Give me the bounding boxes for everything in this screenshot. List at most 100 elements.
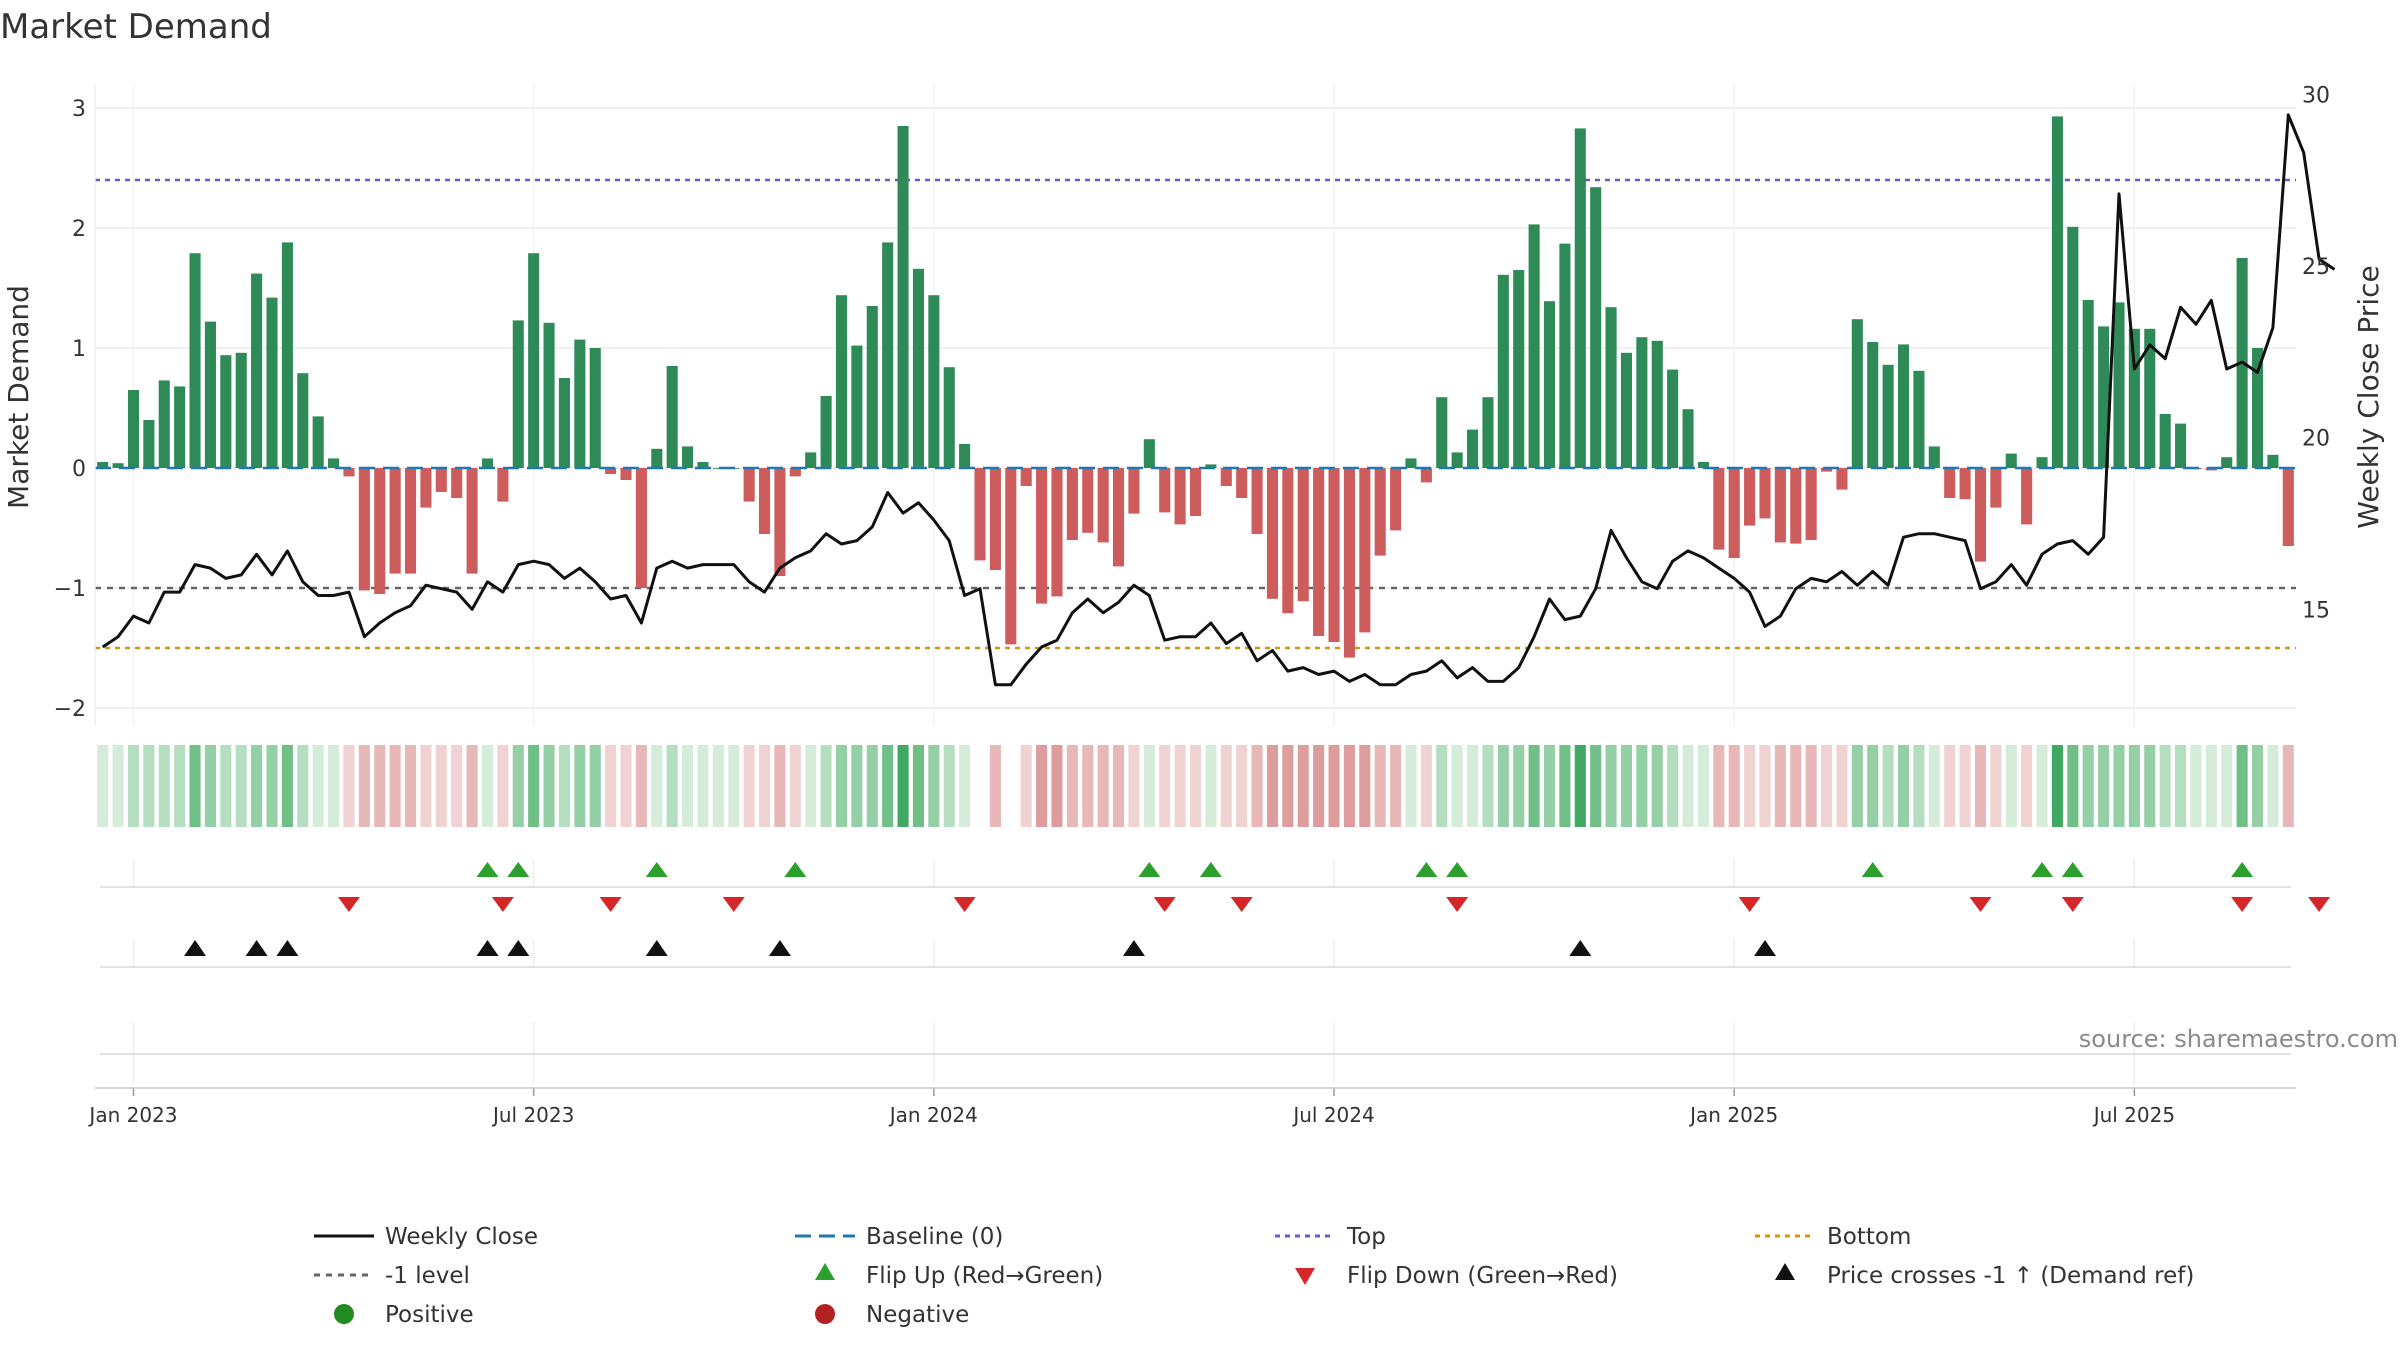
heat-cell [1097, 745, 1109, 827]
heat-cell [497, 745, 509, 827]
heat-cell [1467, 745, 1479, 827]
demand-bar [1451, 452, 1463, 468]
heat-cell [1451, 745, 1463, 827]
legend-flip-up: Flip Up (Red→Green) [866, 1263, 1103, 1289]
demand-bar [1405, 458, 1417, 468]
demand-bar [1390, 468, 1402, 531]
heat-cell [1128, 745, 1140, 827]
demand-bar [1436, 397, 1448, 468]
heat-cell [1205, 745, 1217, 827]
demand-bar [435, 468, 447, 492]
demand-bar [543, 322, 555, 468]
heat-cell [666, 745, 678, 827]
demand-bar [1005, 468, 1017, 645]
heat-cell [358, 745, 370, 827]
demand-bar [1036, 468, 1048, 604]
heat-cell [1436, 745, 1448, 827]
demand-bar [897, 126, 909, 468]
demand-bar [2051, 116, 2063, 469]
x-tick-label: Jan 2025 [1688, 1103, 1778, 1127]
heat-cell [605, 745, 617, 827]
demand-bar [835, 295, 848, 468]
heat-cell [2236, 745, 2248, 827]
demand-bar [374, 468, 386, 594]
heat-cell [1959, 745, 1971, 827]
legend-positive-swatch [334, 1304, 354, 1324]
heat-cell [1605, 745, 1617, 827]
demand-bar [1482, 397, 1494, 468]
demand-heat-strip [97, 745, 2294, 827]
legend-negative-swatch [815, 1304, 835, 1324]
y2-tick-label: 20 [2302, 427, 2330, 452]
demand-bar [2113, 302, 2125, 468]
heat-cell [820, 745, 832, 827]
heat-cell [1036, 745, 1048, 827]
heat-cell [1359, 745, 1371, 827]
demand-bar [1328, 468, 1340, 642]
demand-bar [1313, 468, 1325, 636]
demand-bar [204, 321, 216, 468]
heat-cell [1236, 745, 1248, 827]
heat-cell [512, 745, 524, 827]
heat-cell [635, 745, 647, 827]
flip-up-marker [784, 862, 807, 877]
flip-up-marker [2061, 862, 2084, 877]
heat-cell [1482, 745, 1494, 827]
heat-cell [1867, 745, 1879, 827]
flip-down-marker [2231, 897, 2254, 912]
price-line-layer [101, 113, 2336, 687]
heat-cell [1143, 745, 1155, 827]
heat-cell [1066, 745, 1078, 827]
heat-cell [2021, 745, 2033, 827]
y-tick-label: 0 [72, 457, 86, 482]
demand-bar [1928, 446, 1940, 468]
heat-cell [1390, 745, 1402, 827]
heat-cell [251, 745, 263, 827]
heat-cell [866, 745, 878, 827]
legend-bottom: Bottom [1827, 1224, 1911, 1250]
heat-cell [1113, 745, 1125, 827]
heat-cell [912, 745, 924, 827]
flip-down-marker [1446, 897, 1469, 912]
demand-bar [220, 355, 232, 468]
demand-bar [112, 463, 124, 468]
heat-cell [558, 745, 570, 827]
demand-bar [1651, 340, 1663, 468]
demand-bar [589, 348, 601, 468]
heat-cell [343, 745, 355, 827]
price-cross-marker [1122, 940, 1145, 956]
heat-cell [1620, 745, 1633, 827]
heat-cell [882, 745, 894, 827]
heat-cell [481, 745, 494, 827]
heat-cell [2205, 745, 2217, 827]
flip-up-marker [476, 862, 499, 877]
demand-bar [451, 468, 463, 498]
demand-bar [1343, 468, 1355, 658]
heat-cell [1790, 745, 1802, 827]
heat-cell [389, 745, 401, 827]
legend-price-cross: Price crosses -1 ↑ (Demand ref) [1827, 1263, 2194, 1289]
flip-up-marker [1415, 862, 1438, 877]
heat-cell [1744, 745, 1756, 827]
heat-cell [2051, 745, 2063, 827]
heat-cell [1990, 745, 2002, 827]
heat-cell [1697, 745, 1709, 827]
flip-up-marker [507, 862, 530, 877]
heat-cell [1220, 745, 1232, 827]
demand-bar [1590, 187, 1602, 468]
heat-cell [97, 745, 109, 827]
heat-cell [1497, 745, 1509, 827]
demand-bar [1697, 462, 1709, 468]
heat-cell [404, 745, 417, 827]
demand-bar [1836, 468, 1848, 490]
demand-bar [666, 366, 678, 468]
demand-bar [1189, 468, 1202, 516]
heat-cell [1082, 745, 1094, 827]
weekly-close-line [101, 113, 2336, 687]
flip-up-marker [1199, 862, 1222, 877]
legend-flip-up-swatch [815, 1263, 835, 1280]
demand-bar [1574, 128, 1586, 468]
y-tick-label: −2 [54, 697, 86, 722]
y2-tick-label: 30 [2302, 83, 2330, 108]
demand-bar [774, 468, 786, 576]
